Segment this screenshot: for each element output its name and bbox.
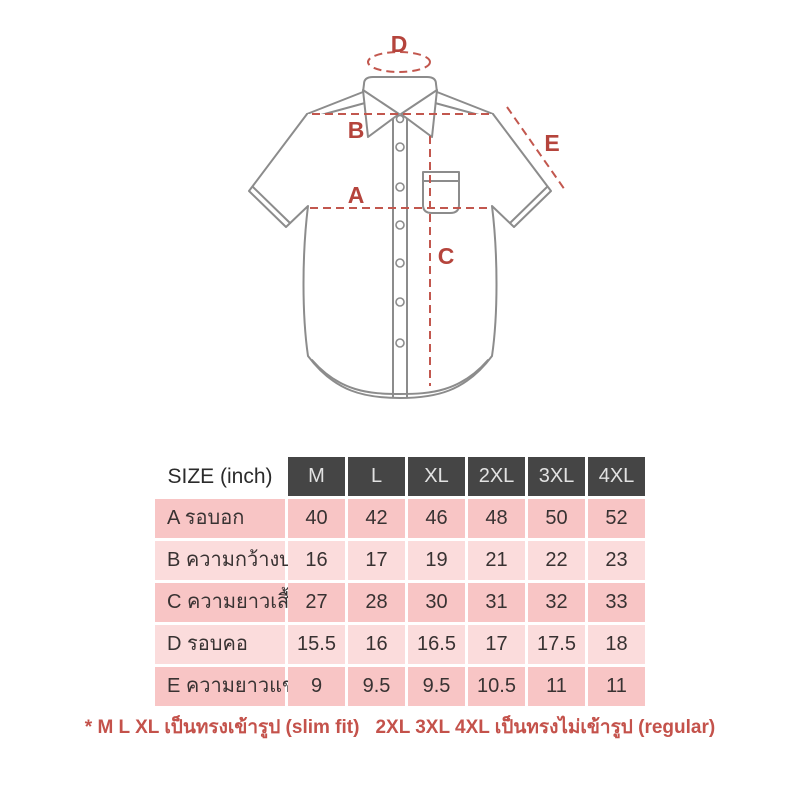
size-table: SIZE (inch) M L XL 2XL 3XL 4XL A รอบอก 4… — [155, 457, 645, 706]
row-value: 10.5 — [468, 667, 525, 706]
row-value: 16 — [288, 541, 345, 580]
neck-measure-ellipse — [367, 51, 431, 73]
row-value: 18 — [588, 625, 645, 664]
row-value: 16 — [348, 625, 405, 664]
shirt-hem-seam — [311, 359, 489, 395]
slim-fit-note: * M L XL เป็นทรงเข้ารูป (slim fit) — [84, 717, 360, 738]
shirt-body-outline — [248, 113, 552, 399]
shoulder-measure-label: B — [348, 117, 365, 143]
row-value: 28 — [348, 583, 405, 622]
length-measure-label: C — [438, 243, 455, 269]
shirt-cuff-bands — [252, 186, 548, 224]
row-value: 15.5 — [288, 625, 345, 664]
shirt-buttons — [395, 114, 405, 348]
row-value: 30 — [408, 583, 465, 622]
row-value: 48 — [468, 499, 525, 538]
size-unit-header: SIZE (inch) — [155, 457, 285, 496]
shirt-placket — [392, 113, 408, 398]
column-header-3xl: 3XL — [528, 457, 585, 496]
row-value: 42 — [348, 499, 405, 538]
sleeve-measure-line — [506, 106, 566, 191]
fit-footnote: * M L XL เป็นทรงเข้ารูป (slim fit) 2XL 3X… — [0, 712, 800, 742]
row-value: 32 — [528, 583, 585, 622]
chest-measure-label: A — [348, 182, 365, 208]
row-value: 40 — [288, 499, 345, 538]
row-value: 50 — [528, 499, 585, 538]
column-header-l: L — [348, 457, 405, 496]
row-label: D รอบคอ — [155, 625, 285, 664]
row-value: 9 — [288, 667, 345, 706]
column-header-4xl: 4XL — [588, 457, 645, 496]
row-value: 19 — [408, 541, 465, 580]
shirt-collar-band — [362, 76, 438, 93]
row-value: 22 — [528, 541, 585, 580]
row-value: 11 — [588, 667, 645, 706]
row-label: B ความกว้างบ่า — [155, 541, 303, 580]
row-value: 21 — [468, 541, 525, 580]
column-header-m: M — [288, 457, 345, 496]
row-label: C ความยาวเสื้อ — [155, 583, 301, 622]
neck-measure-label: D — [391, 31, 408, 57]
row-value: 46 — [408, 499, 465, 538]
row-value: 17 — [468, 625, 525, 664]
row-value: 33 — [588, 583, 645, 622]
row-label: E ความยาวแขนเสื้อ — [155, 667, 340, 706]
row-value: 27 — [288, 583, 345, 622]
shirt-shoulder-seams — [306, 91, 494, 119]
shirt-pocket — [422, 171, 460, 214]
column-header-2xl: 2XL — [468, 457, 525, 496]
row-value: 52 — [588, 499, 645, 538]
row-label: A รอบอก — [155, 499, 285, 538]
row-value: 16.5 — [408, 625, 465, 664]
row-value: 17 — [348, 541, 405, 580]
shirt-measurement-diagram: D B E A C — [248, 31, 566, 399]
sleeve-measure-label: E — [544, 130, 559, 156]
row-value: 9.5 — [348, 667, 405, 706]
column-header-xl: XL — [408, 457, 465, 496]
regular-fit-note: 2XL 3XL 4XL เป็นทรงไม่เข้ารูป (regular) — [375, 717, 716, 738]
row-value: 11 — [528, 667, 585, 706]
row-value: 31 — [468, 583, 525, 622]
row-value: 9.5 — [408, 667, 465, 706]
row-value: 23 — [588, 541, 645, 580]
row-value: 17.5 — [528, 625, 585, 664]
